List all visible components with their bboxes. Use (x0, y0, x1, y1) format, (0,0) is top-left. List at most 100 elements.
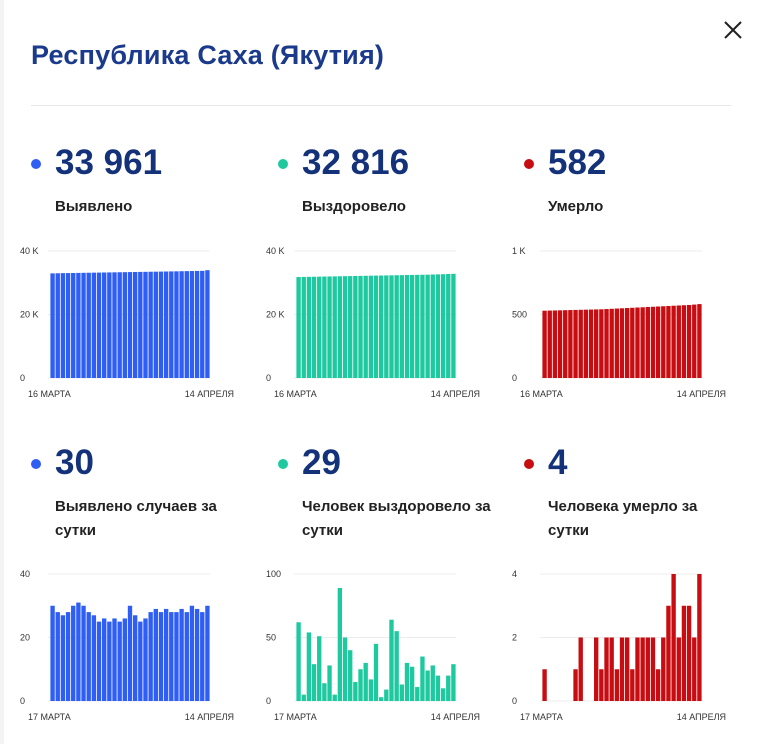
chart-bar (96, 272, 102, 378)
chart-bar (301, 694, 306, 701)
stat-label: Выздоровело (302, 198, 406, 215)
chart-bar (681, 605, 687, 701)
x-end-label: 14 АПРЕЛЯ (677, 389, 726, 399)
stat-label: Человек выздоровело за сутки (302, 498, 491, 539)
chart-bar (158, 271, 164, 378)
stat-value: 582 (548, 143, 607, 182)
chart-bar (112, 618, 117, 701)
chart-bar (65, 612, 71, 701)
stat-value: 30 (55, 443, 94, 482)
green-dot-icon (278, 159, 288, 169)
chart-bar (394, 631, 399, 701)
region-title: Республика Саха (Якутия) (31, 40, 385, 70)
chart-bar (373, 643, 379, 701)
chart-bar (609, 637, 614, 701)
chart-bar (440, 688, 446, 701)
chart-bar (169, 612, 174, 701)
chart-bar (91, 272, 97, 378)
chart-bar (384, 689, 389, 701)
chart-bar (425, 274, 430, 378)
chart-bar (578, 309, 583, 378)
chart-bar (163, 271, 169, 378)
chart-bar (296, 622, 301, 701)
close-icon[interactable] (721, 18, 745, 42)
chart-bar (348, 276, 353, 378)
chart-bar (296, 277, 301, 378)
chart-bar (430, 274, 435, 378)
chart-bar (373, 275, 379, 378)
y-tick-label: 500 (512, 310, 527, 320)
chart-bar (363, 275, 368, 378)
chart-bar (81, 272, 86, 378)
chart-bar (107, 621, 112, 701)
chart-bar (122, 618, 128, 701)
chart-bar (676, 305, 681, 378)
chart-bar (604, 637, 609, 701)
chart-bar (624, 637, 630, 701)
chart-bar (127, 605, 133, 701)
chart-bar (440, 274, 446, 378)
chart-bar (353, 681, 358, 701)
chart-bar (153, 608, 158, 701)
chart-bar (138, 621, 143, 701)
chart-bar (425, 670, 430, 701)
chart-detected: 0 20 K 40 K 16 МАРТА 14 АПРЕЛЯ (20, 246, 234, 399)
stat-value: 29 (302, 443, 341, 482)
x-start-label: 17 МАРТА (274, 712, 317, 722)
stat-value: 33 961 (55, 143, 163, 182)
chart-bar (599, 669, 604, 701)
chart-bar (189, 271, 195, 378)
chart-bar (573, 669, 578, 701)
y-tick-label: 0 (512, 373, 517, 383)
chart-bar (71, 605, 76, 701)
chart-bar (378, 275, 384, 378)
chart-bar (686, 304, 692, 378)
chart-bar (420, 274, 425, 378)
chart-bar (138, 271, 143, 378)
chart-bar (415, 687, 420, 701)
y-tick-label: 0 (20, 373, 25, 383)
chart-bar (163, 608, 169, 701)
chart-bar (112, 272, 117, 378)
y-tick-label: 100 (266, 569, 281, 579)
y-tick-label: 20 K (266, 310, 285, 320)
chart-bar (599, 309, 604, 378)
chart-bar (583, 309, 589, 378)
chart-bar (389, 275, 394, 378)
chart-bar (184, 271, 189, 378)
chart-bar (645, 307, 650, 378)
chart-bar (86, 272, 91, 378)
chart-bar (578, 637, 583, 701)
x-end-label: 14 АПРЕЛЯ (431, 712, 480, 722)
chart-bar (635, 307, 640, 378)
chart-bar (697, 574, 702, 701)
chart-bar (430, 665, 435, 701)
chart-bar (322, 683, 327, 701)
chart-bar (127, 272, 133, 378)
y-tick-label: 40 K (20, 246, 39, 256)
chart-bar (697, 304, 702, 378)
chart-recovered: 0 20 K 40 K 16 МАРТА 14 АПРЕЛЯ (266, 246, 480, 399)
chart-bar (200, 612, 205, 701)
chart-bar (342, 637, 348, 701)
stat-label: Выявлено (55, 198, 133, 215)
chart-bar (322, 276, 327, 378)
chart-bar (179, 608, 184, 701)
stat-value: 4 (548, 443, 568, 482)
chart-bar (563, 310, 568, 378)
chart-bar (311, 276, 317, 378)
chart-bar (306, 276, 312, 378)
y-tick-label: 20 (20, 633, 30, 643)
chart-bar (451, 664, 456, 701)
chart-bar (174, 271, 179, 378)
chart-bar (399, 684, 404, 701)
chart-bar (547, 310, 552, 378)
chart-bar (132, 271, 138, 378)
chart-bar (557, 310, 563, 378)
chart-bar (614, 669, 620, 701)
stat-label: Умерло (548, 198, 604, 215)
chart-recovered-daily: 0 50 100 17 МАРТА 14 АПРЕЛЯ (266, 569, 480, 722)
x-start-label: 17 МАРТА (520, 712, 563, 722)
chart-bar (200, 270, 205, 378)
